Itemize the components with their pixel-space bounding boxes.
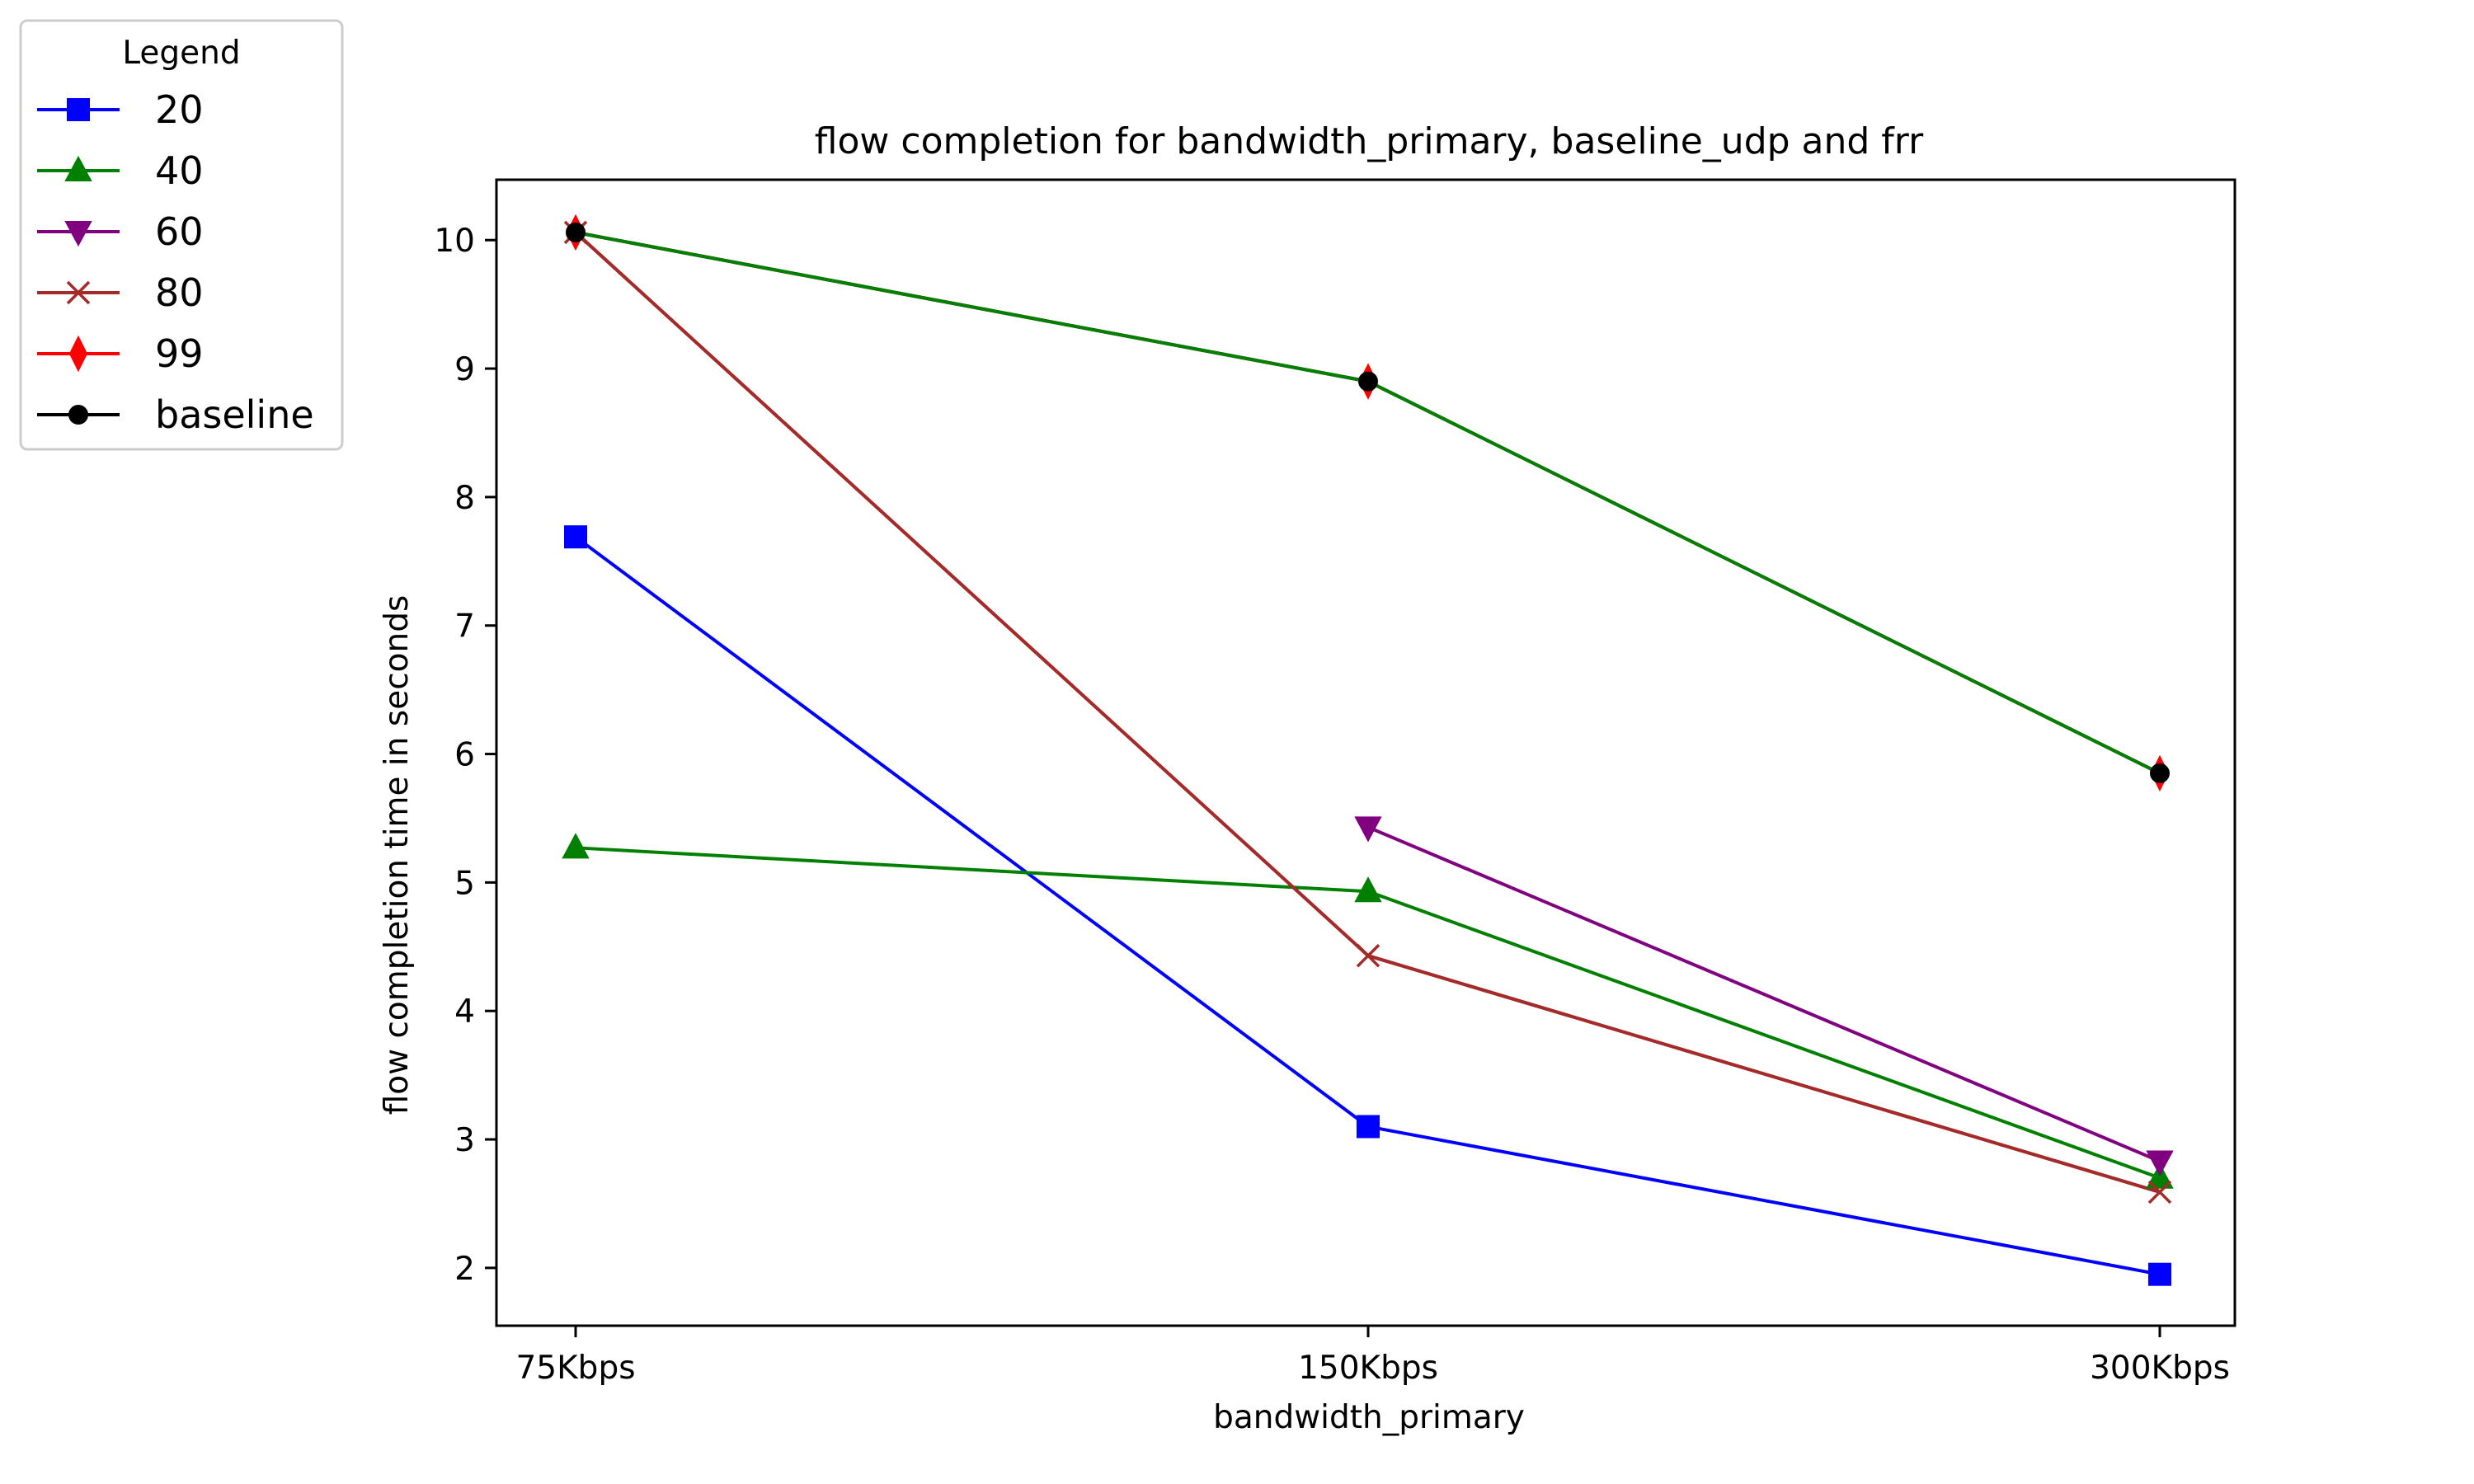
legend-marker <box>68 405 88 425</box>
legend-frame <box>19 19 344 451</box>
legend-entry-40: 40 <box>37 148 204 193</box>
x-marker-stroke <box>1356 943 1380 968</box>
series-baseline-point <box>2150 763 2170 783</box>
legend-marker <box>68 335 88 373</box>
legend-label: 20 <box>155 87 204 132</box>
series-baseline-point <box>1358 371 1378 392</box>
legend-entry-80: 80 <box>37 270 204 315</box>
y-tick-label: 8 <box>454 480 475 517</box>
series-80-point <box>1356 943 1380 968</box>
x-tick-label: 75Kbps <box>515 1350 635 1387</box>
x-tick-label: 150Kbps <box>1298 1350 1438 1387</box>
legend-marker <box>67 98 90 121</box>
legend-marker <box>64 155 92 181</box>
x-tick-label: 300Kbps <box>2090 1350 2230 1387</box>
y-tick-label: 6 <box>454 737 475 774</box>
series-40-point <box>2146 1162 2174 1189</box>
legend-marker <box>64 221 92 247</box>
x-axis-label: bandwidth_primary <box>1213 1399 1525 1436</box>
series-80-point <box>2147 1180 2172 1205</box>
legend-label: 99 <box>155 331 204 376</box>
y-tick-label: 7 <box>454 608 475 646</box>
series-baseline-point <box>566 222 586 242</box>
legend-label: 60 <box>155 209 204 254</box>
series-20-point <box>1357 1115 1380 1139</box>
series-40-point <box>562 833 590 859</box>
legend-entry-60: 60 <box>37 209 204 254</box>
y-tick-label: 2 <box>454 1251 475 1288</box>
axes: 2 3 4 5 6 7 8 9 10 75Kbps 150Kbps 300Kbps <box>434 178 2236 1387</box>
y-axis-label: flow completion time in seconds <box>379 595 416 1115</box>
legend-label: 80 <box>155 270 204 315</box>
legend-label: 40 <box>155 148 204 193</box>
series-40-point <box>1354 876 1382 903</box>
series-markers <box>562 214 2174 1286</box>
chart-title: flow completion for bandwidth_primary, b… <box>815 120 1924 162</box>
series-20-point <box>2148 1262 2171 1286</box>
legend-marker <box>66 280 91 305</box>
series-20-line <box>574 535 2161 1276</box>
series-baseline-line <box>575 230 2161 775</box>
series-60-line <box>1367 825 2161 1163</box>
series-60-point <box>1354 816 1382 843</box>
x-marker-stroke <box>2147 1180 2172 1205</box>
legend-label: baseline <box>155 392 314 437</box>
series-20-point <box>564 525 587 549</box>
plot-frame <box>495 178 2236 1327</box>
overlay-line <box>575 230 2161 775</box>
legend-entry-baseline: baseline <box>37 392 314 437</box>
y-tick-label: 10 <box>434 223 475 260</box>
legend-title: Legend <box>122 35 240 72</box>
legend: Legend 20 40 60 80 99 baseline <box>19 19 344 451</box>
y-tick-label: 5 <box>454 865 475 902</box>
y-tick-label: 3 <box>454 1122 475 1159</box>
legend-entry-99: 99 <box>37 331 204 376</box>
x-marker-stroke <box>66 280 91 305</box>
series-99-line <box>575 230 2161 775</box>
y-tick-label: 4 <box>454 993 475 1031</box>
series-60-point <box>2146 1150 2174 1176</box>
legend-entry-20: 20 <box>37 87 204 132</box>
y-tick-label: 9 <box>454 351 475 388</box>
